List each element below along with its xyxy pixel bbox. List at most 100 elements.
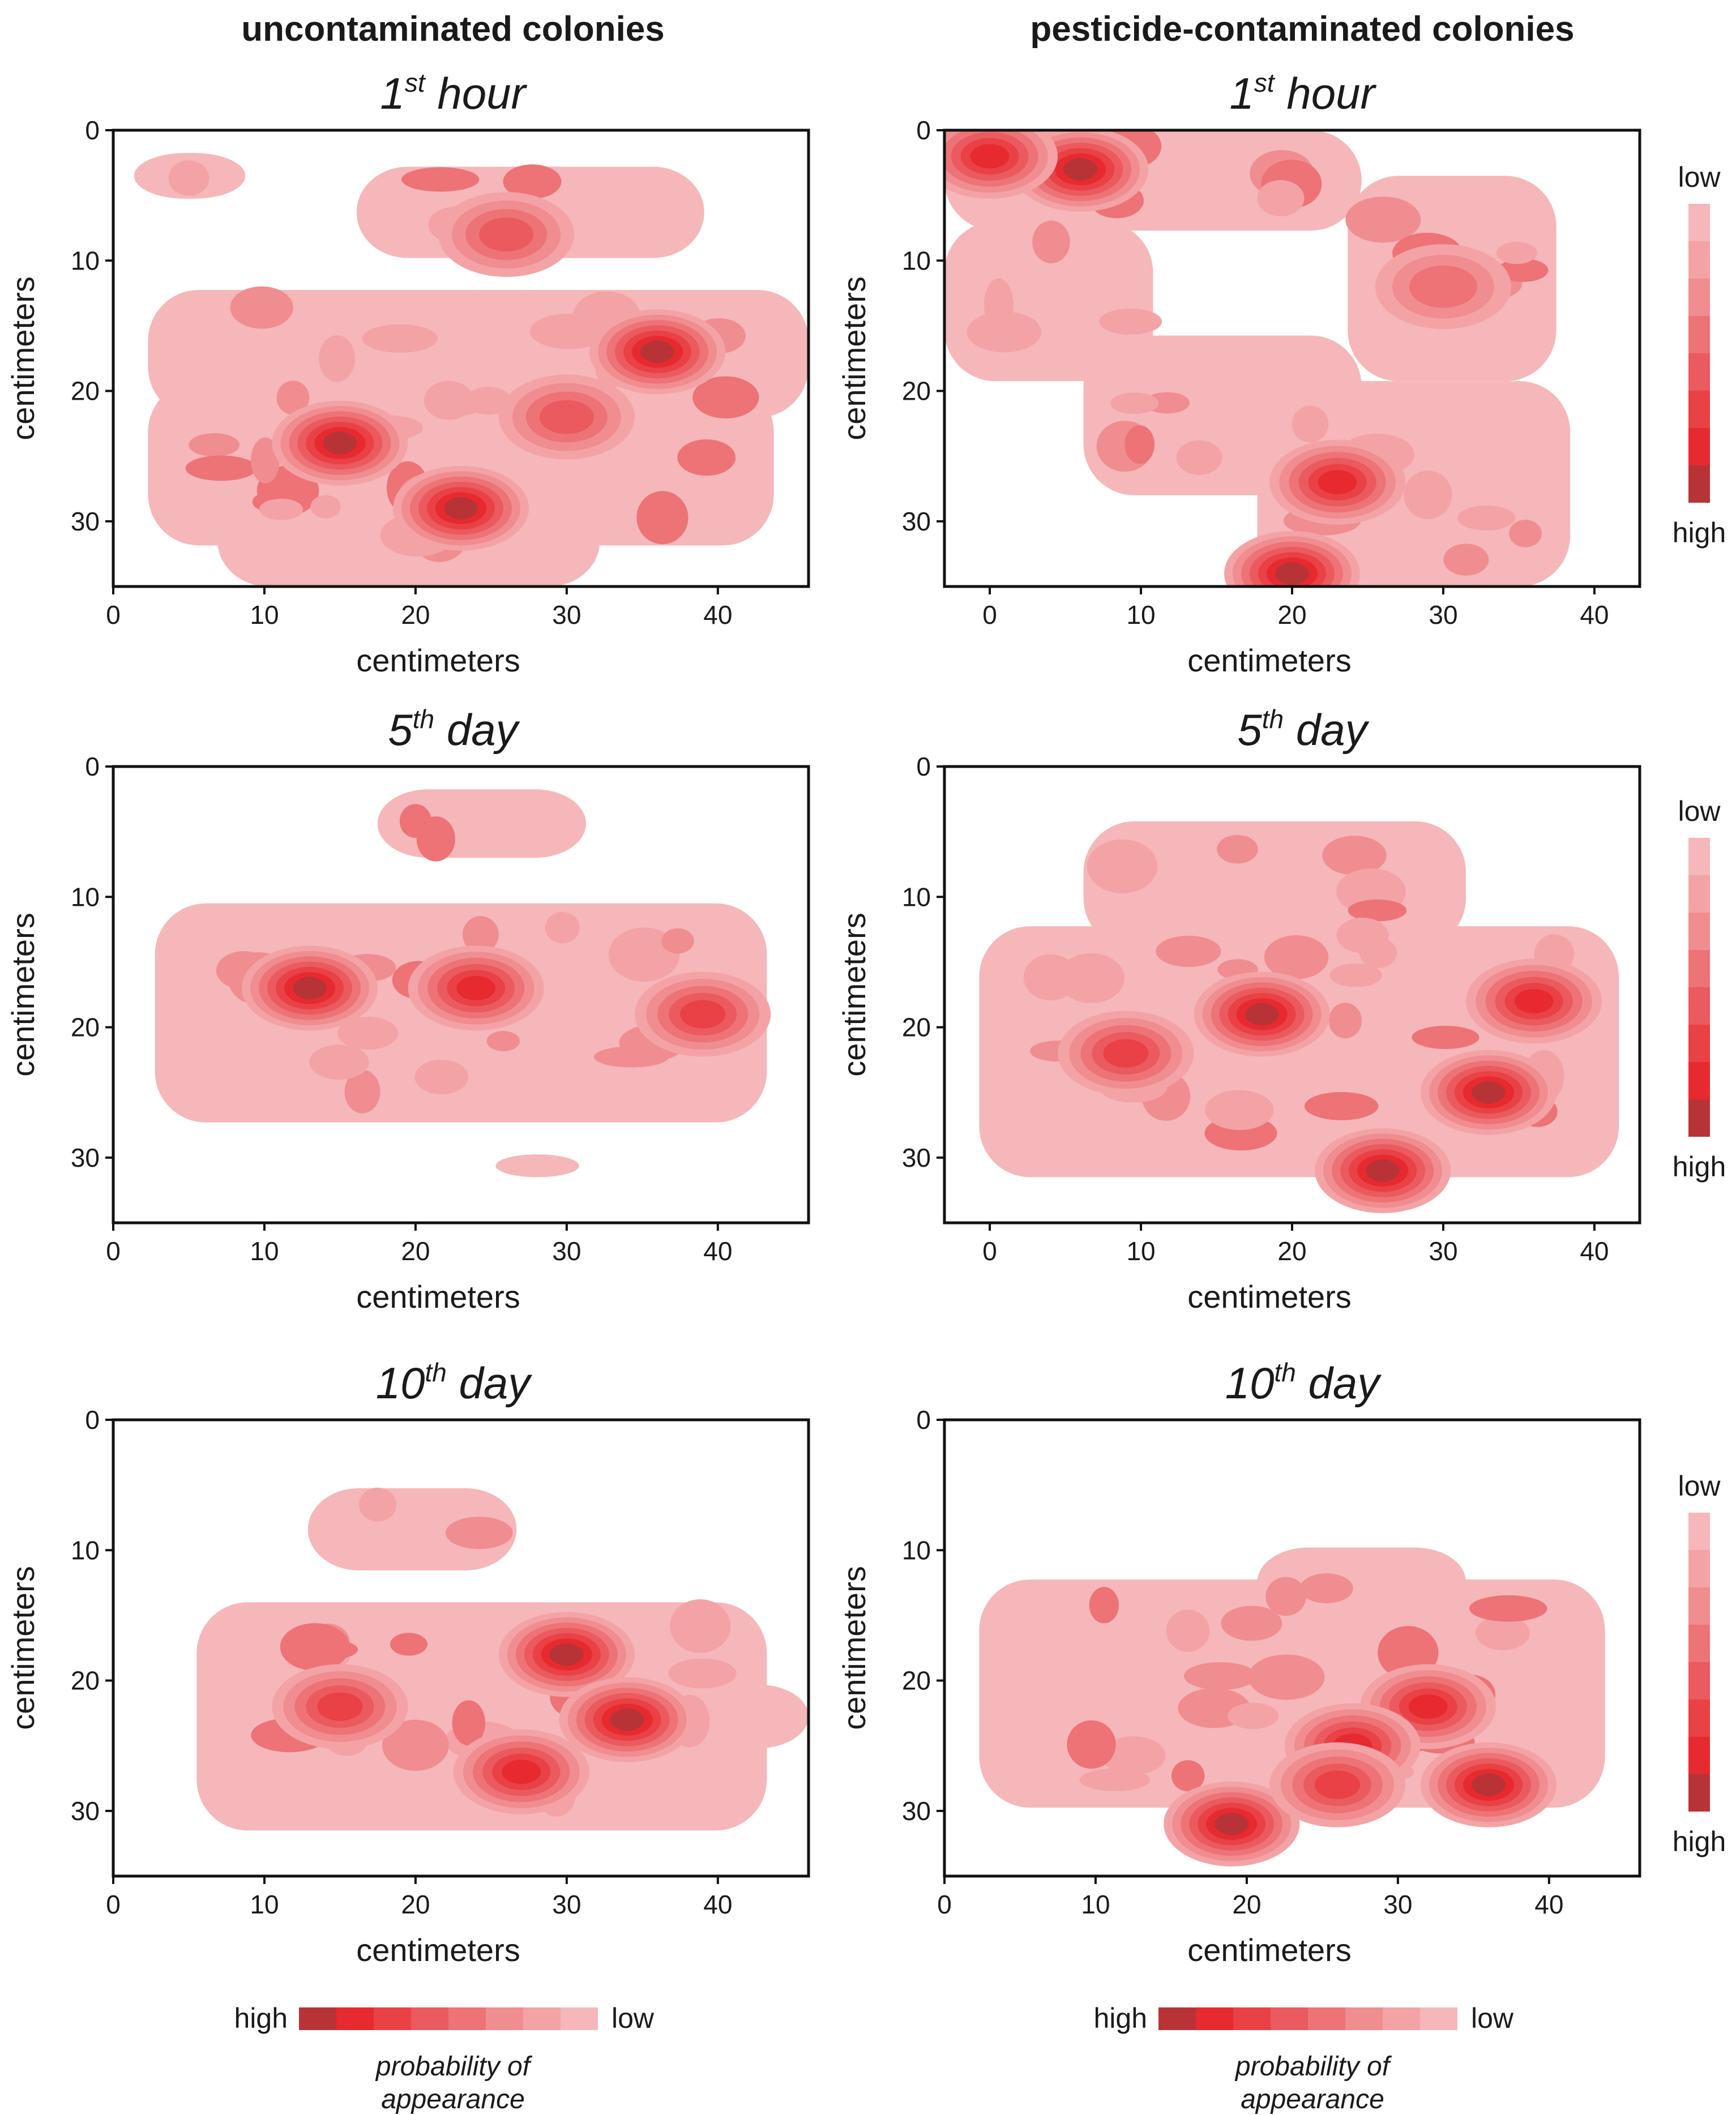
y-tick-label: 10 (71, 246, 100, 275)
colorbar-caption: appearance (1241, 2084, 1384, 2114)
x-tick-label: 30 (1429, 1236, 1457, 1266)
density-patch (670, 1599, 731, 1653)
x-tick-label: 10 (1081, 1890, 1110, 1919)
density-patch (337, 1016, 398, 1050)
density-patch (1156, 935, 1221, 967)
density-patch (185, 455, 257, 481)
density-patch (401, 167, 480, 192)
panel-title: 1st hour (1230, 68, 1377, 118)
x-tick-label: 20 (1277, 1236, 1306, 1266)
colorbar-high-label: high (234, 2002, 288, 2034)
y-tick-label: 0 (85, 1405, 100, 1435)
colorbar-swatch (1688, 1587, 1710, 1625)
density-patch (486, 1031, 520, 1052)
heatmap-density (979, 1547, 1605, 1866)
y-tick-label: 20 (902, 1013, 931, 1042)
density-patch (1345, 196, 1421, 243)
y-tick-label: 30 (902, 1143, 931, 1172)
density-patch (677, 439, 736, 476)
density-patch (414, 1059, 469, 1095)
colorbar-swatch (486, 2007, 523, 2030)
y-axis-label: centimeters (836, 1566, 872, 1729)
colorbar-swatch (1271, 2007, 1308, 2030)
colorbar-swatch (1688, 875, 1710, 913)
density-patch (1087, 839, 1158, 893)
colorbar-swatch (1308, 2007, 1345, 2030)
density-patch (967, 311, 1042, 353)
colorbar-vertical-3: low high (1673, 1470, 1726, 1857)
colorbar-swatch (1688, 1550, 1710, 1587)
x-tick-label: 0 (982, 600, 997, 630)
colorbar-swatch (1688, 838, 1710, 875)
x-axis-label: centimeters (356, 1932, 520, 1968)
hotspot-peak (1322, 1773, 1354, 1796)
plot-frame (112, 129, 810, 588)
density-patch (1257, 180, 1305, 217)
hotspot-peak (1110, 1042, 1142, 1065)
hotspot-peak (1518, 990, 1550, 1013)
density-patch (1110, 392, 1159, 414)
density-patch (1509, 520, 1542, 547)
x-tick-label: 0 (106, 1890, 121, 1919)
x-tick-label: 20 (401, 1890, 430, 1919)
colorbar-swatch (299, 2007, 336, 2030)
panel-uncontaminated-3: 10th day 0 10 20 30 40 0 10 20 30 centimeters centi… (5, 1358, 810, 1968)
density-patch (545, 911, 580, 944)
colorbar-swatch (1196, 2007, 1233, 2030)
x-tick-label: 40 (1534, 1890, 1563, 1919)
density-patch (1217, 834, 1258, 864)
y-tick-label: 30 (71, 1796, 100, 1826)
hotspot-peak (1064, 158, 1097, 181)
density-patch (661, 928, 694, 954)
colorbar-swatch (1158, 2007, 1196, 2030)
y-tick-label: 0 (916, 1405, 931, 1435)
density-patch (250, 437, 280, 483)
panel-title: 1st hour (380, 68, 528, 118)
density-patch (1248, 1654, 1325, 1700)
hotspot-peak (324, 1695, 356, 1718)
density-patch (295, 1639, 358, 1660)
colorbar-swatch (1688, 241, 1710, 279)
y-tick-label: 20 (902, 376, 931, 406)
x-axis-label: centimeters (356, 1279, 520, 1315)
colorbar-high-label: high (1673, 1826, 1726, 1857)
density-patch (230, 286, 293, 329)
colorbar-swatch (336, 2007, 374, 2030)
colorbar-caption: probability of (1234, 2052, 1392, 2082)
y-tick-label: 10 (902, 1535, 931, 1565)
hotspot-peak (550, 1643, 583, 1666)
density-patch (390, 1633, 427, 1656)
x-tick-label: 40 (1580, 600, 1609, 630)
heatmap-density (134, 153, 809, 586)
y-axis-label: centimeters (836, 276, 872, 440)
density-patch (1412, 1025, 1480, 1050)
y-axis-label: centimeters (5, 276, 41, 440)
hotspot-peak (1367, 1159, 1399, 1182)
x-axis-label: centimeters (356, 643, 520, 678)
hotspot-peak (1216, 1812, 1248, 1835)
density-patch (344, 1069, 380, 1114)
density-patch (399, 804, 431, 838)
colorbar-swatch (1688, 950, 1710, 987)
x-tick-label: 10 (250, 1236, 279, 1266)
colorbar-swatch (1688, 279, 1710, 316)
density-patch (1032, 220, 1070, 264)
density-patch (1101, 1736, 1166, 1775)
x-tick-label: 0 (937, 1890, 952, 1919)
hotspot-peak (1412, 1695, 1444, 1718)
density-patch (431, 393, 485, 416)
density-patch (189, 433, 240, 457)
colorbar-swatch (561, 2007, 598, 2030)
panel-contaminated-2: 5th day 0 10 20 30 40 0 10 20 30 centimeters centim… (836, 704, 1641, 1315)
density-patch (1336, 918, 1389, 953)
x-tick-label: 30 (1429, 600, 1457, 630)
colorbar-swatch (1233, 2007, 1271, 2030)
hotspot-peak (611, 1708, 643, 1731)
density-patch (1205, 1090, 1274, 1131)
x-tick-label: 40 (1580, 1236, 1609, 1266)
density-patch (503, 164, 562, 199)
x-tick-label: 10 (1126, 1236, 1155, 1266)
colorbar-swatch (1688, 391, 1710, 428)
x-tick-label: 20 (1232, 1890, 1261, 1919)
